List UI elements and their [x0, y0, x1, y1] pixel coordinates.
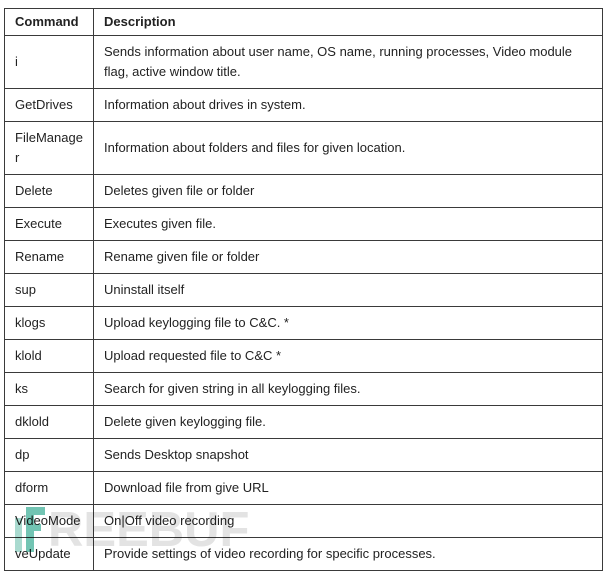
- table-row: sup Uninstall itself: [4, 273, 603, 307]
- description-cell: Sends Desktop snapshot: [93, 438, 603, 472]
- command-table: Command Description i Sends information a…: [4, 8, 603, 571]
- command-cell: i: [4, 35, 94, 89]
- table-row: i Sends information about user name, OS n…: [4, 35, 603, 89]
- command-cell: ks: [4, 372, 94, 406]
- header-row: Command Description: [4, 8, 603, 36]
- description-cell: Delete given keylogging file.: [93, 405, 603, 439]
- description-cell: Information about drives in system.: [93, 88, 603, 122]
- description-cell: On|Off video recording: [93, 504, 603, 538]
- table-row: veUpdate Provide settings of video record…: [4, 537, 603, 571]
- table-row: dp Sends Desktop snapshot: [4, 438, 603, 472]
- description-cell: Upload keylogging file to C&C. *: [93, 306, 603, 340]
- column-header-command: Command: [4, 8, 94, 36]
- command-description-table: Command Description i Sends information a…: [4, 8, 603, 571]
- command-cell: dklold: [4, 405, 94, 439]
- command-cell: FileManager: [4, 121, 94, 175]
- table-row: FileManager Information about folders and…: [4, 121, 603, 175]
- table-row: dform Download file from give URL: [4, 471, 603, 505]
- description-cell: Sends information about user name, OS na…: [93, 35, 603, 89]
- description-cell: Upload requested file to C&C *: [93, 339, 603, 373]
- command-cell: dp: [4, 438, 94, 472]
- table-row: Rename Rename given file or folder: [4, 240, 603, 274]
- table-row: GetDrives Information about drives in sys…: [4, 88, 603, 122]
- command-cell: klogs: [4, 306, 94, 340]
- description-cell: Provide settings of video recording for …: [93, 537, 603, 571]
- command-cell: Rename: [4, 240, 94, 274]
- command-cell: veUpdate: [4, 537, 94, 571]
- table-row: dklold Delete given keylogging file.: [4, 405, 603, 439]
- command-cell: klold: [4, 339, 94, 373]
- table-body: i Sends information about user name, OS n…: [4, 35, 603, 571]
- command-cell: GetDrives: [4, 88, 94, 122]
- command-cell: dform: [4, 471, 94, 505]
- table-row: ks Search for given string in all keylogg…: [4, 372, 603, 406]
- description-cell: Rename given file or folder: [93, 240, 603, 274]
- command-cell: sup: [4, 273, 94, 307]
- description-cell: Download file from give URL: [93, 471, 603, 505]
- table-row: Delete Deletes given file or folder: [4, 174, 603, 208]
- command-cell: VideoMode: [4, 504, 94, 538]
- command-cell: Delete: [4, 174, 94, 208]
- table-row: klogs Upload keylogging file to C&C. *: [4, 306, 603, 340]
- description-cell: Search for given string in all keyloggin…: [93, 372, 603, 406]
- table-row: klold Upload requested file to C&C *: [4, 339, 603, 373]
- description-cell: Information about folders and files for …: [93, 121, 603, 175]
- column-header-description: Description: [93, 8, 603, 36]
- description-cell: Uninstall itself: [93, 273, 603, 307]
- description-cell: Executes given file.: [93, 207, 603, 241]
- command-cell: Execute: [4, 207, 94, 241]
- description-cell: Deletes given file or folder: [93, 174, 603, 208]
- table-row: VideoMode On|Off video recording: [4, 504, 603, 538]
- table-row: Execute Executes given file.: [4, 207, 603, 241]
